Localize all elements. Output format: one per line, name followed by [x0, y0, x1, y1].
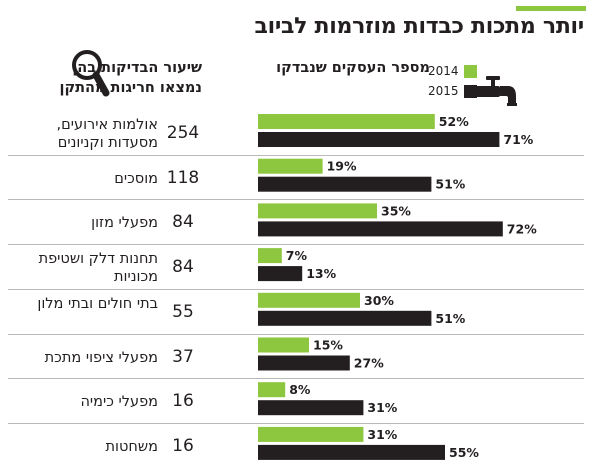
- category-label: אולמות אירועים, מסעדות וקניונים: [56, 117, 158, 151]
- value-label-2015: 72%: [507, 221, 537, 236]
- bar-2014: [258, 158, 323, 174]
- category-label: מפעלי מזון: [91, 215, 158, 232]
- title-accent-bar: [516, 6, 586, 11]
- row-separator: [8, 154, 584, 156]
- bar-2014: [258, 426, 364, 442]
- category-label: משחטות: [105, 438, 158, 455]
- bar-2015: [258, 221, 503, 237]
- bar-2015: [258, 132, 500, 147]
- row-separator: [8, 333, 584, 335]
- value-label-2014: 31%: [367, 427, 397, 442]
- value-label-2015: 51%: [435, 177, 465, 192]
- businesses-count: 37: [172, 346, 194, 367]
- value-label-2014: 7%: [286, 248, 308, 263]
- bar-2014: [258, 337, 309, 353]
- legend-label-2014: 2014: [428, 64, 459, 78]
- value-label-2014: 15%: [313, 338, 343, 353]
- businesses-count: 84: [172, 257, 194, 278]
- category-label: מפעלי ציפוי מתכת: [44, 349, 158, 366]
- legend-swatch-2014: [463, 64, 477, 78]
- faucet-icon: [474, 76, 517, 106]
- value-label-2015: 13%: [306, 266, 336, 281]
- row-separator: [8, 244, 584, 246]
- bar-2015: [258, 266, 303, 282]
- bar-2015: [258, 310, 432, 326]
- bar-2014: [258, 248, 282, 264]
- value-label-2014: 19%: [327, 159, 357, 174]
- bar-2014: [258, 382, 286, 398]
- value-label-2015: 71%: [503, 132, 533, 147]
- businesses-count: 16: [172, 435, 194, 456]
- bar-2015: [258, 400, 364, 416]
- row-separator: [8, 199, 584, 201]
- magnifier-icon: [72, 50, 110, 97]
- category-label: מפעלי כימיה: [80, 394, 158, 411]
- category-label: תחנות דלק ושטיפת מכוניות: [38, 251, 158, 286]
- row-separator: [8, 378, 584, 380]
- row-separator: [8, 288, 584, 290]
- businesses-count: 84: [172, 212, 194, 233]
- businesses-count: 55: [172, 301, 194, 322]
- chart-title: יותר מתכות כבדות מוזרמות לביוב: [254, 14, 584, 39]
- businesses-column-header: מספר העסקים שנבדקו: [276, 60, 430, 76]
- businesses-count: 16: [172, 391, 194, 412]
- value-label-2014: 30%: [364, 293, 394, 308]
- rate-column-header: שיעור הבדיקות בהן נמצאו חריגות מהתקן: [59, 60, 203, 96]
- value-label-2015: 27%: [354, 356, 384, 371]
- row-separator: [8, 422, 584, 424]
- businesses-count: 254: [166, 123, 200, 143]
- value-label-2015: 55%: [449, 445, 479, 460]
- businesses-count: 118: [166, 167, 200, 188]
- value-label-2015: 31%: [367, 400, 397, 415]
- category-label: מוסכים: [114, 170, 158, 187]
- legend-swatch-2015: [463, 84, 477, 98]
- bar-2014: [258, 203, 377, 219]
- category-label: בתי חולים ובתי מלון: [37, 295, 158, 312]
- legend-item-2015: 2015: [428, 84, 477, 98]
- value-label-2014: 8%: [289, 382, 311, 397]
- value-label-2015: 51%: [435, 311, 465, 326]
- bar-2015: [258, 355, 350, 371]
- bar-2015: [258, 444, 445, 460]
- legend-item-2014: 2014: [428, 64, 477, 78]
- bar-2015: [258, 176, 432, 192]
- legend-label-2015: 2015: [428, 84, 459, 98]
- bar-2014: [258, 114, 435, 129]
- value-label-2014: 52%: [439, 114, 469, 129]
- value-label-2014: 35%: [381, 203, 411, 218]
- bar-2014: [258, 292, 360, 308]
